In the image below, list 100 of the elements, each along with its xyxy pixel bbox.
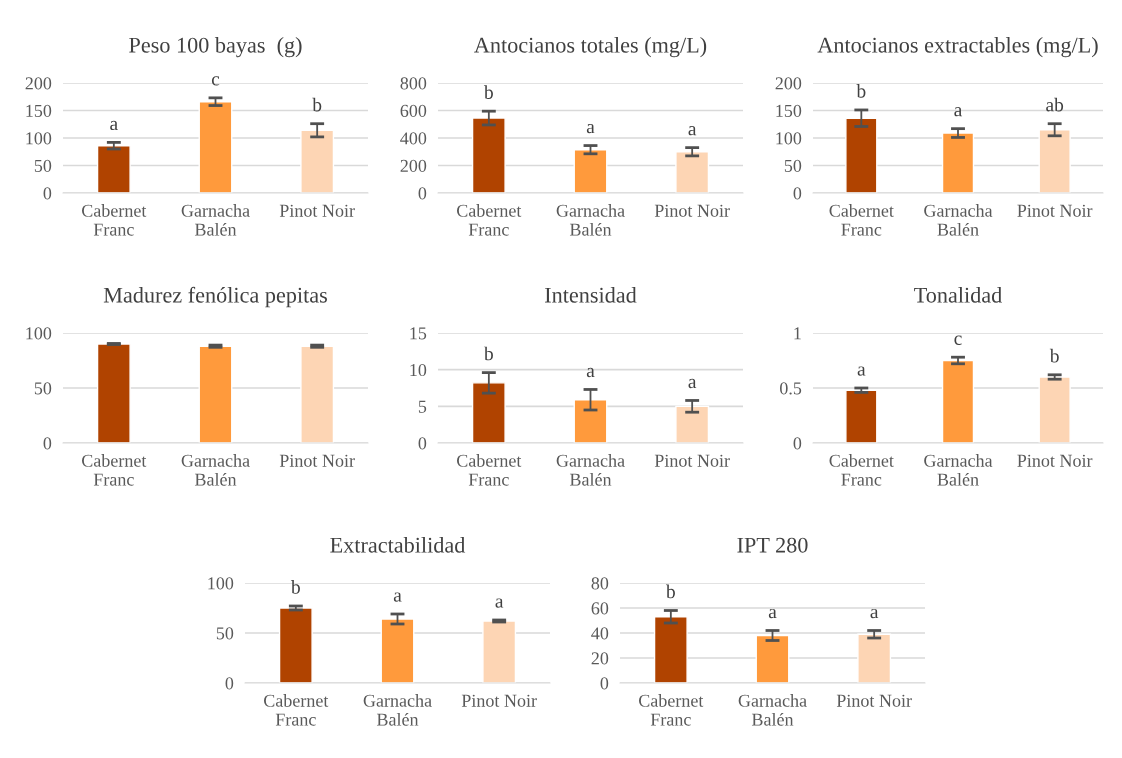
bar bbox=[278, 607, 313, 683]
chart-title: IPT 280 bbox=[737, 537, 808, 553]
bar bbox=[755, 634, 790, 683]
x-tick-label: Pinot Noir bbox=[836, 694, 912, 707]
x-tick-label: Garnacha Balén bbox=[181, 454, 250, 486]
x-tick-label: Garnacha Balén bbox=[556, 204, 625, 236]
bar bbox=[471, 117, 506, 193]
y-tick-label: 150 bbox=[776, 104, 802, 117]
y-tick-label: 0 bbox=[600, 677, 609, 690]
x-tick-label: Cabernet Franc bbox=[263, 694, 329, 726]
x-tick-label: Pinot Noir bbox=[654, 204, 730, 217]
chart-title: Antocianos totales (mg/L) bbox=[474, 37, 707, 58]
x-tick-label: Pinot Noir bbox=[461, 694, 537, 707]
bar bbox=[675, 151, 710, 193]
annotation: a bbox=[688, 126, 697, 136]
x-tick-label: Garnacha Balén bbox=[924, 204, 993, 236]
y-tick-label: 400 bbox=[400, 132, 427, 145]
chart-title: Extractabilidad bbox=[330, 537, 466, 553]
x-tick-label: Cabernet Franc bbox=[81, 454, 147, 486]
x-tick-label: Cabernet Franc bbox=[81, 204, 147, 236]
bar bbox=[857, 633, 892, 683]
chart-title: Antocianos extractables (mg/L) bbox=[817, 37, 1098, 58]
annotation: b bbox=[290, 580, 300, 594]
x-tick-label: Pinot Noir bbox=[279, 454, 355, 467]
y-tick-label: 15 bbox=[410, 327, 427, 340]
y-tick-label: 50 bbox=[216, 627, 234, 640]
x-tick-label: Cabernet Franc bbox=[456, 454, 522, 486]
bar bbox=[96, 145, 131, 193]
bar bbox=[573, 148, 608, 193]
x-tick-label: Pinot Noir bbox=[654, 454, 730, 467]
y-tick-label: 200 bbox=[25, 77, 52, 90]
annotation: b bbox=[483, 346, 493, 361]
y-tick-label: 200 bbox=[775, 77, 802, 90]
chart-title: Intensidad bbox=[545, 287, 637, 303]
chart-title: Peso 100 bayas (g) bbox=[129, 37, 302, 58]
y-tick-label: 50 bbox=[784, 159, 802, 172]
y-tick-label: 40 bbox=[591, 627, 609, 640]
y-tick-label: 0 bbox=[43, 437, 52, 450]
bar bbox=[1038, 376, 1071, 443]
y-tick-label: 50 bbox=[34, 382, 52, 395]
annotation: b bbox=[312, 97, 322, 112]
y-tick-label: 100 bbox=[26, 132, 52, 145]
x-tick-label: Garnacha Balén bbox=[363, 694, 432, 726]
annotation: a bbox=[688, 378, 697, 389]
y-tick-label: 5 bbox=[418, 400, 427, 413]
y-tick-label: 50 bbox=[34, 159, 52, 172]
y-tick-label: 150 bbox=[26, 104, 52, 117]
y-tick-label: 0 bbox=[793, 187, 802, 200]
x-tick-label: Pinot Noir bbox=[1017, 204, 1093, 217]
y-tick-label: 0 bbox=[793, 437, 802, 450]
bar bbox=[653, 616, 688, 683]
x-tick-label: Cabernet Franc bbox=[638, 694, 704, 726]
x-tick-label: Cabernet Franc bbox=[456, 204, 522, 236]
annotation: c bbox=[954, 335, 962, 345]
annotation: a bbox=[586, 367, 595, 378]
bar bbox=[300, 129, 335, 193]
annotation: b bbox=[483, 85, 493, 99]
annotation: a bbox=[586, 123, 595, 134]
y-tick-label: 600 bbox=[400, 104, 427, 117]
y-tick-label: 0 bbox=[418, 437, 427, 450]
annotation: a bbox=[495, 598, 504, 608]
y-tick-label: 0 bbox=[43, 187, 52, 200]
annotation: b bbox=[1049, 348, 1059, 363]
x-tick-label: Pinot Noir bbox=[1017, 454, 1093, 467]
y-tick-label: 0.5 bbox=[780, 382, 802, 395]
annotation: c bbox=[211, 76, 220, 86]
annotation: ab bbox=[1046, 97, 1064, 112]
bar bbox=[675, 405, 710, 443]
bar bbox=[845, 117, 878, 193]
x-tick-label: Cabernet Franc bbox=[829, 204, 894, 236]
x-tick-label: Garnacha Balén bbox=[556, 454, 625, 486]
annotation: a bbox=[768, 608, 777, 619]
y-tick-label: 60 bbox=[591, 602, 609, 615]
y-tick-label: 80 bbox=[591, 577, 609, 590]
annotation: a bbox=[954, 107, 963, 117]
bar bbox=[198, 101, 233, 193]
bar bbox=[941, 132, 975, 193]
bar bbox=[1038, 129, 1071, 193]
annotation: a bbox=[393, 592, 402, 602]
bar bbox=[941, 359, 975, 443]
annotation: a bbox=[110, 120, 118, 131]
y-tick-label: 100 bbox=[26, 327, 52, 340]
bar bbox=[482, 620, 517, 683]
y-tick-label: 100 bbox=[776, 132, 802, 145]
chart-title: Tonalidad bbox=[914, 287, 1002, 303]
bar bbox=[845, 389, 878, 443]
annotation: a bbox=[857, 366, 866, 376]
y-tick-label: 10 bbox=[410, 363, 427, 377]
x-tick-label: Garnacha Balén bbox=[181, 204, 250, 236]
y-tick-label: 1 bbox=[794, 327, 801, 340]
annotation: a bbox=[870, 608, 879, 619]
annotation: b bbox=[856, 83, 866, 98]
x-tick-label: Cabernet Franc bbox=[829, 454, 894, 486]
y-tick-label: 0 bbox=[225, 677, 234, 690]
x-tick-label: Garnacha Balén bbox=[924, 454, 993, 486]
y-tick-label: 20 bbox=[591, 652, 609, 665]
y-tick-label: 200 bbox=[400, 159, 427, 172]
y-tick-label: 0 bbox=[418, 187, 427, 200]
x-tick-label: Garnacha Balén bbox=[738, 694, 807, 726]
bar bbox=[573, 399, 608, 443]
